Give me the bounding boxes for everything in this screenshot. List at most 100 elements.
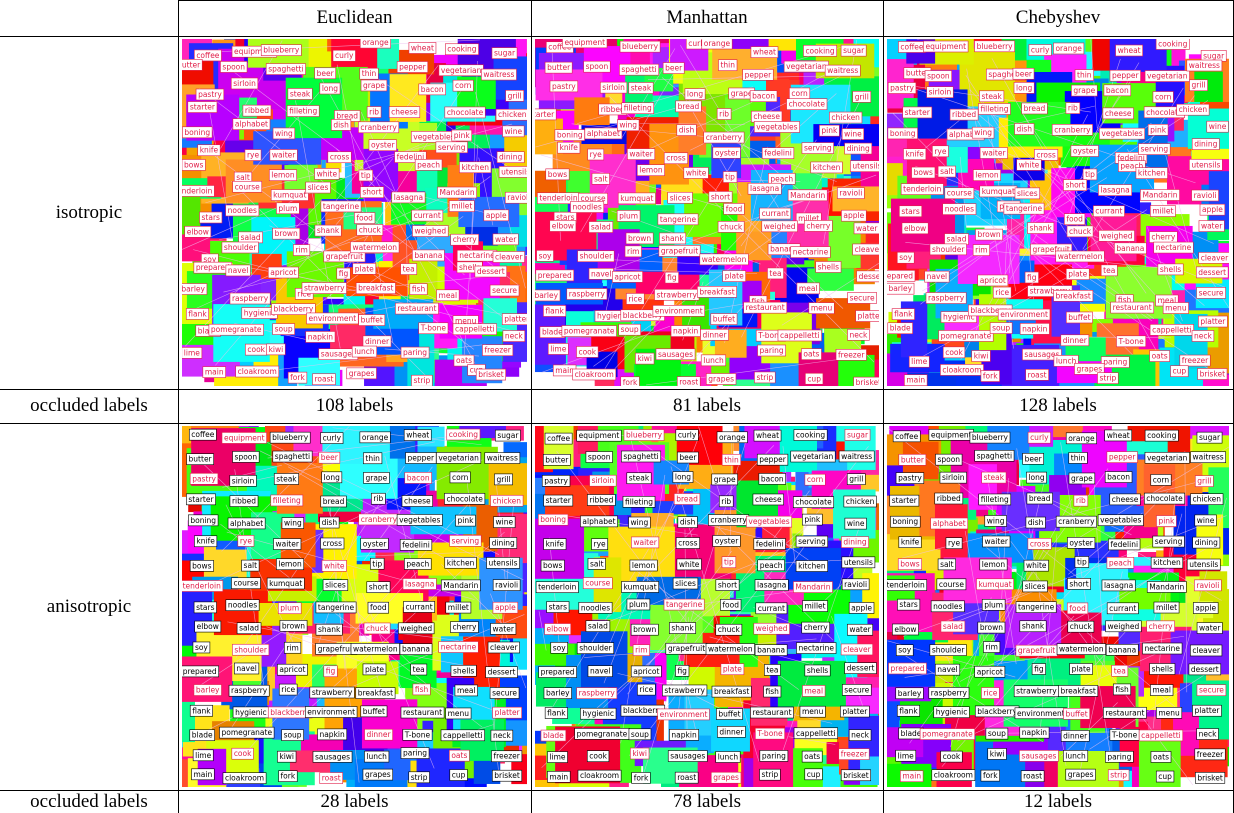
label-box (1063, 179, 1088, 191)
word-label: lunch (354, 347, 375, 356)
word-label: lunch (1056, 356, 1077, 365)
label-box (536, 250, 554, 262)
label-box (683, 167, 709, 179)
label-box (363, 452, 383, 465)
word-label: waiter (982, 149, 1006, 158)
word-label: menu (1158, 708, 1180, 717)
word-label: dinner (1063, 336, 1088, 345)
word-label: barley (888, 284, 912, 293)
label-box (895, 644, 914, 657)
word-label: menu (455, 317, 477, 326)
word-label: plate (723, 665, 742, 674)
word-label: cleaver (1201, 253, 1229, 262)
word-label: watermelon (352, 243, 397, 252)
word-label: sirloin (233, 79, 256, 88)
label-box (1186, 558, 1221, 571)
label-box (287, 88, 313, 100)
label-box (1103, 706, 1147, 719)
word-label: equipment (931, 430, 972, 439)
label-box (887, 127, 918, 140)
word-label: knife (905, 150, 924, 159)
label-box (980, 769, 1000, 782)
word-label: peach (770, 174, 793, 183)
label-box (1150, 556, 1184, 569)
word-label: wheat (1107, 431, 1130, 440)
word-label: meal (439, 291, 458, 300)
label-box (323, 250, 366, 263)
label-box (543, 687, 572, 699)
word-label: dining (1194, 140, 1217, 149)
label-box (400, 263, 418, 275)
word-label: cook (234, 749, 252, 758)
label-box (355, 282, 396, 295)
label-box (792, 496, 835, 508)
word-label: tea (1103, 266, 1115, 275)
label-box (281, 517, 305, 529)
label-box (192, 641, 211, 654)
label-box (231, 747, 254, 760)
word-label: cheese (753, 112, 780, 121)
word-label: long (1016, 83, 1032, 92)
label-box (314, 168, 340, 180)
label-box (577, 769, 622, 782)
word-label: coffee (548, 43, 571, 52)
label-box (892, 623, 919, 636)
label-box (982, 535, 1011, 548)
word-label: strawberry (656, 290, 697, 299)
word-label: cappelletti (796, 729, 836, 738)
word-label: serving (438, 143, 466, 152)
label-box (715, 623, 743, 636)
word-label: pomegranate (922, 730, 973, 739)
word-label: bacon (761, 474, 784, 483)
word-label: blueberry (626, 431, 663, 440)
word-label: plate (355, 264, 374, 273)
word-label: weighed (414, 227, 446, 236)
word-label: coffee (191, 430, 214, 439)
label-box (1100, 356, 1130, 368)
word-label: sirloin (232, 476, 255, 485)
label-box (320, 537, 345, 550)
label-box (1138, 729, 1184, 742)
word-label: napkin (1022, 324, 1048, 333)
word-label: course (233, 579, 258, 588)
label-box (753, 538, 786, 550)
label-box (225, 264, 251, 277)
label-box (395, 302, 439, 315)
word-label: brown (977, 230, 1000, 239)
label-box (1105, 750, 1134, 763)
word-label: nectarine (459, 251, 495, 260)
word-label: filleting (624, 104, 652, 113)
word-label: food (722, 600, 739, 609)
label-box (824, 64, 861, 77)
word-label: cappelletti (455, 325, 495, 334)
label-box (266, 577, 305, 590)
word-label: blackberry (270, 708, 310, 717)
word-label: wheat (406, 431, 429, 440)
label-box (1066, 602, 1089, 615)
label-box (189, 704, 213, 717)
label-box (675, 429, 699, 441)
link (724, 146, 769, 343)
label-box (494, 473, 513, 486)
label-box (934, 492, 964, 505)
label-box (450, 233, 479, 246)
word-label: sausages (658, 350, 693, 359)
label-box (904, 374, 928, 386)
link (209, 113, 233, 238)
label-box (1025, 516, 1046, 529)
word-label: shoulder (224, 243, 257, 252)
word-label: plum (278, 204, 297, 213)
word-label: bread (336, 111, 358, 120)
label-box (887, 82, 917, 94)
word-label: food (1069, 604, 1086, 613)
word-label: roast (322, 774, 341, 783)
label-box (492, 706, 522, 719)
word-label: equipment (926, 42, 967, 51)
word-label: fig (677, 666, 687, 675)
label-box (756, 453, 789, 466)
word-label: cloakroom (942, 365, 981, 374)
label-box (801, 750, 823, 763)
word-label: barley (535, 291, 559, 300)
word-label: shells (453, 666, 474, 675)
label-box (925, 292, 967, 304)
